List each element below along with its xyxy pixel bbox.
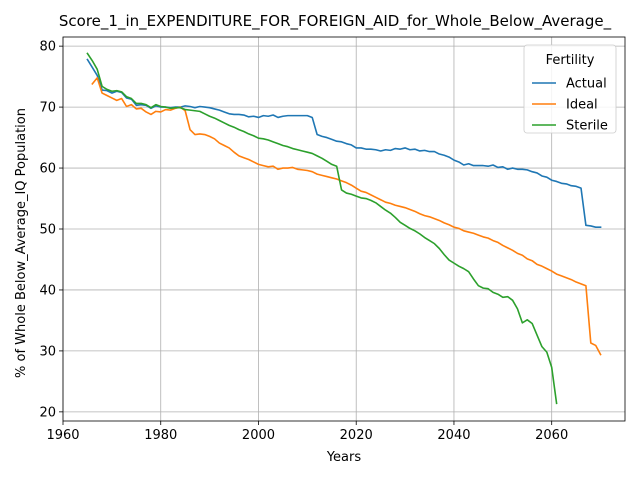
legend-label-ideal: Ideal bbox=[566, 98, 598, 113]
x-tick-label: 2060 bbox=[535, 428, 568, 443]
y-tick-label: 50 bbox=[39, 223, 56, 238]
chart-title: Score_1_in_EXPENDITURE_FOR_FOREIGN_AID_f… bbox=[59, 12, 612, 31]
x-tick-label: 1980 bbox=[144, 428, 177, 443]
x-axis-label: Years bbox=[326, 450, 362, 465]
legend-label-sterile: Sterile bbox=[566, 119, 608, 134]
series-line-sterile bbox=[86, 52, 558, 405]
legend: Fertility Actual Ideal Sterile bbox=[523, 44, 617, 134]
y-tick-label: 20 bbox=[39, 405, 56, 420]
legend-frame bbox=[523, 44, 617, 134]
y-tick-label: 80 bbox=[39, 40, 56, 55]
series-line-actual bbox=[86, 58, 602, 228]
y-tick-label: 40 bbox=[39, 283, 56, 298]
x-tick-label: 1960 bbox=[46, 428, 79, 443]
series-lines bbox=[86, 52, 602, 405]
legend-entries: Actual Ideal Sterile bbox=[532, 77, 608, 134]
y-tick-label: 30 bbox=[39, 344, 56, 359]
legend-title: Fertility bbox=[546, 53, 595, 68]
legend-label-actual: Actual bbox=[566, 77, 607, 92]
x-tick-label: 2000 bbox=[242, 428, 275, 443]
y-axis-label: % of Whole Below_Average_IQ Population bbox=[14, 108, 29, 378]
axes: 1960 1980 2000 2020 2040 2060 20 30 40 50 60 70 80 bbox=[39, 36, 626, 443]
y-tick-label: 60 bbox=[39, 162, 56, 177]
y-tick-label: 70 bbox=[39, 101, 56, 116]
x-tick-label: 2020 bbox=[340, 428, 373, 443]
x-tick-label: 2040 bbox=[437, 428, 470, 443]
